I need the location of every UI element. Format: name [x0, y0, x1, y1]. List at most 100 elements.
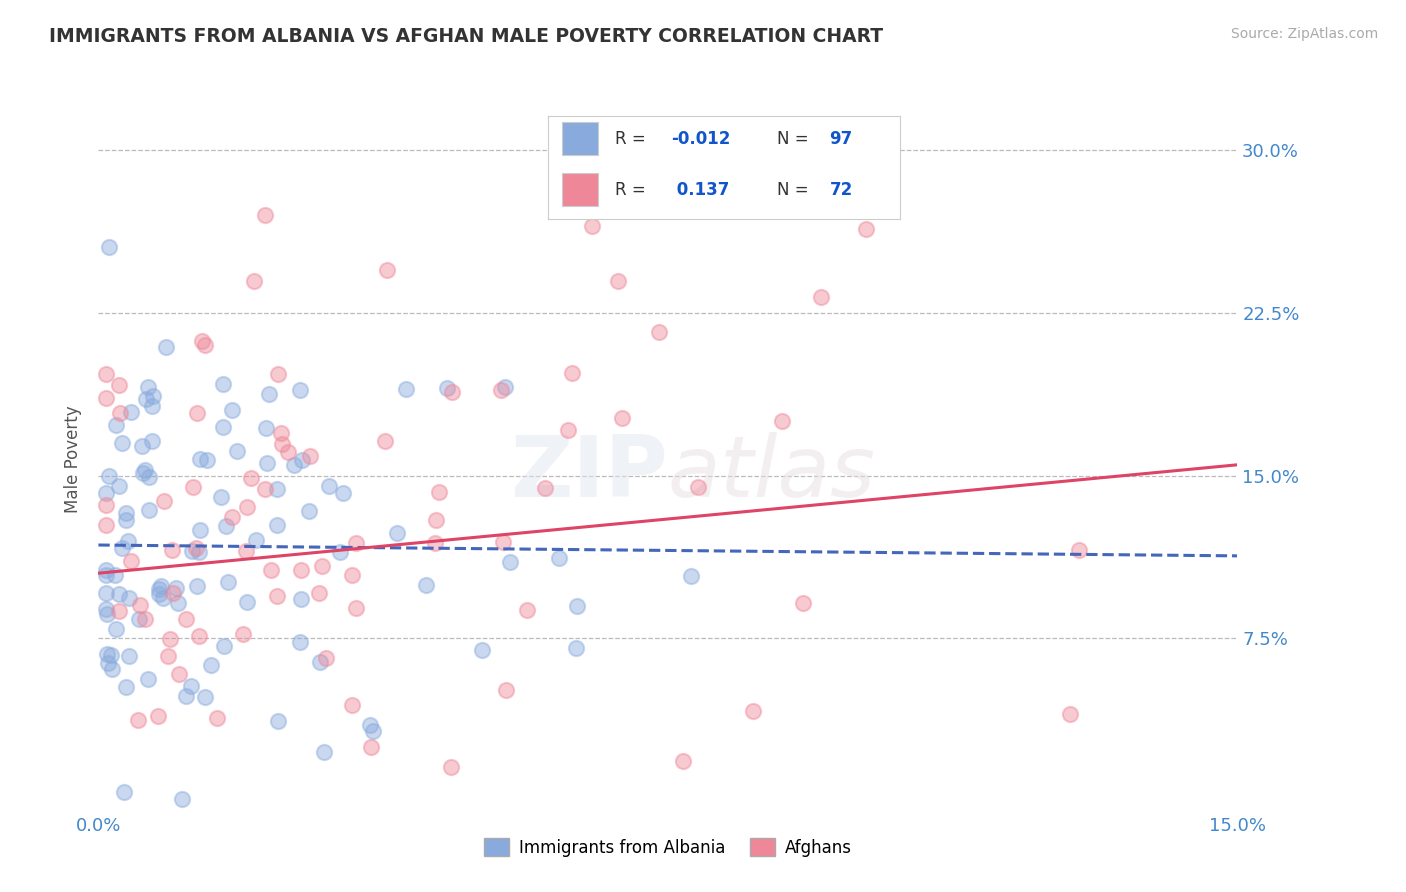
Point — [194, 690, 217, 705]
Point — [236, 500, 259, 514]
Point — [427, 485, 450, 500]
Bar — [562, 173, 598, 206]
Text: -0.012: -0.012 — [672, 130, 731, 148]
Point — [108, 377, 131, 392]
Point — [94, 585, 117, 599]
Point — [235, 543, 257, 558]
Point — [271, 437, 294, 451]
Point — [314, 745, 336, 759]
Point — [127, 714, 149, 728]
Point — [299, 450, 322, 464]
Point — [297, 504, 319, 518]
Point — [117, 534, 139, 549]
Point — [112, 784, 135, 798]
Point — [120, 405, 142, 419]
Point — [134, 612, 156, 626]
Point — [679, 569, 702, 583]
Point — [256, 456, 278, 470]
Point — [267, 714, 290, 729]
Point — [342, 567, 364, 582]
Point — [94, 367, 117, 381]
Point — [855, 222, 877, 236]
Point — [581, 219, 603, 234]
Text: Source: ZipAtlas.com: Source: ZipAtlas.com — [1230, 27, 1378, 41]
Point — [187, 629, 209, 643]
Text: 97: 97 — [830, 130, 853, 148]
Point — [647, 325, 669, 339]
Point — [385, 525, 408, 540]
Point — [108, 587, 131, 601]
Text: 0.137: 0.137 — [672, 181, 730, 199]
Point — [344, 536, 367, 550]
Point — [118, 591, 141, 605]
Y-axis label: Male Poverty: Male Poverty — [65, 406, 83, 513]
Text: atlas: atlas — [668, 432, 876, 515]
Point — [288, 635, 311, 649]
Point — [245, 533, 267, 547]
Point — [100, 648, 122, 663]
Point — [270, 425, 292, 440]
Point — [195, 452, 218, 467]
Point — [96, 647, 118, 661]
Point — [188, 524, 211, 538]
Point — [440, 760, 463, 774]
Point — [266, 483, 288, 497]
Point — [494, 380, 516, 394]
Point — [141, 399, 163, 413]
Point — [94, 498, 117, 512]
Point — [266, 518, 288, 533]
Point — [290, 563, 312, 577]
Point — [136, 672, 159, 686]
Point — [810, 290, 832, 304]
Point — [191, 334, 214, 349]
Point — [153, 493, 176, 508]
Point — [239, 470, 262, 484]
Point — [277, 445, 299, 459]
Point — [254, 209, 277, 223]
Point — [221, 402, 243, 417]
Point — [200, 658, 222, 673]
Point — [101, 662, 124, 676]
Point — [499, 555, 522, 569]
Point — [792, 596, 814, 610]
Point — [184, 541, 207, 555]
Point — [221, 510, 243, 524]
Point — [309, 655, 332, 669]
Point — [1059, 707, 1081, 722]
Point — [440, 384, 463, 399]
Point — [94, 486, 117, 500]
Point — [187, 545, 209, 559]
Point — [152, 591, 174, 606]
Point — [148, 587, 170, 601]
Point — [104, 567, 127, 582]
Point — [166, 596, 188, 610]
Point — [254, 420, 277, 434]
Point — [180, 679, 202, 693]
Text: 72: 72 — [830, 181, 853, 199]
Point — [97, 656, 120, 670]
Point — [741, 704, 763, 718]
Point — [115, 513, 138, 527]
Point — [340, 698, 363, 712]
Point — [425, 513, 447, 527]
Point — [226, 443, 249, 458]
Point — [561, 366, 583, 380]
Point — [128, 598, 150, 612]
Point — [136, 380, 159, 394]
Point — [162, 542, 184, 557]
Point — [108, 405, 131, 419]
Point — [110, 435, 132, 450]
Point — [548, 550, 571, 565]
Point — [94, 518, 117, 533]
Point — [1067, 543, 1090, 558]
Point — [212, 639, 235, 653]
Point — [170, 791, 193, 805]
Point — [232, 626, 254, 640]
Point — [128, 612, 150, 626]
Point — [186, 406, 208, 420]
Point — [290, 591, 312, 606]
Point — [359, 718, 381, 732]
Point — [155, 340, 177, 354]
Point — [142, 389, 165, 403]
Point — [672, 754, 695, 768]
